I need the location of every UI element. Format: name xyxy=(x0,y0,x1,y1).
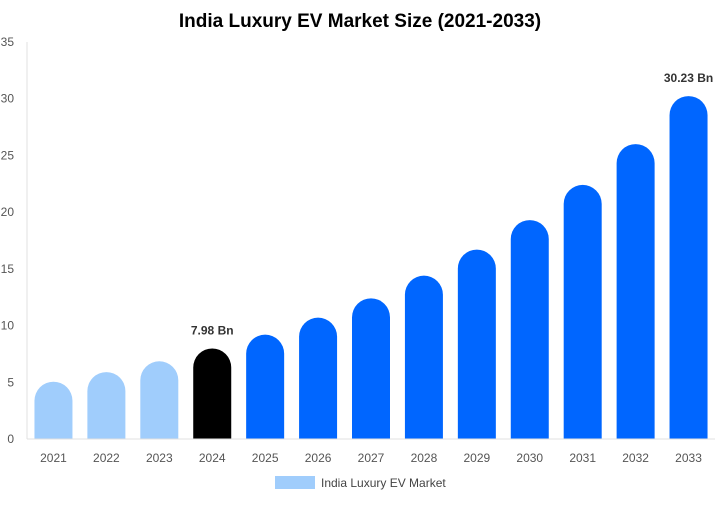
legend[interactable]: India Luxury EV Market xyxy=(275,476,446,490)
y-tick-label: 15 xyxy=(1,262,15,276)
bar-2028 xyxy=(404,275,443,439)
x-tick-label: 2028 xyxy=(411,451,438,465)
data-labels: 7.98 Bn 30.23 Bn xyxy=(191,71,713,337)
bar-2025 xyxy=(246,334,285,439)
x-tick-label: 2032 xyxy=(622,451,649,465)
y-tick-label: 30 xyxy=(1,92,15,106)
bar-2027 xyxy=(352,298,390,439)
x-tick-label: 2024 xyxy=(199,451,226,465)
y-tick-label: 10 xyxy=(1,319,15,333)
x-tick-label: 2031 xyxy=(569,451,596,465)
x-tick-label: 2025 xyxy=(252,451,279,465)
y-tick-label: 0 xyxy=(7,432,14,446)
bar-2029 xyxy=(457,249,496,439)
data-label-2033: 30.23 Bn xyxy=(664,71,713,85)
bars xyxy=(34,96,708,439)
x-axis: 2021 2022 2023 2024 2025 2026 2027 2028 2029 2030… xyxy=(27,438,715,465)
x-tick-label: 2029 xyxy=(463,451,490,465)
data-label-2024: 7.98 Bn xyxy=(191,323,234,337)
bar-2024 xyxy=(193,348,232,439)
bar-2023 xyxy=(140,361,179,439)
x-tick-label: 2022 xyxy=(93,451,120,465)
bar-2026 xyxy=(299,317,338,439)
legend-swatch xyxy=(275,476,315,489)
bar-2022 xyxy=(87,372,126,439)
bar-2033 xyxy=(669,96,708,439)
bar-2031 xyxy=(563,184,602,439)
x-tick-label: 2030 xyxy=(516,451,543,465)
x-tick-label: 2026 xyxy=(305,451,332,465)
bar-2030 xyxy=(510,220,549,439)
bar-2021 xyxy=(34,381,73,439)
x-tick-label: 2033 xyxy=(675,451,702,465)
legend-label: India Luxury EV Market xyxy=(321,476,446,490)
y-tick-label: 25 xyxy=(1,148,15,162)
bar-2032 xyxy=(616,144,655,439)
y-tick-label: 5 xyxy=(7,375,14,389)
y-axis: 0 5 10 15 20 25 30 35 xyxy=(1,35,28,446)
y-tick-label: 20 xyxy=(1,205,15,219)
y-tick-label: 35 xyxy=(1,35,15,49)
x-tick-label: 2021 xyxy=(40,451,67,465)
chart-title: India Luxury EV Market Size (2021-2033) xyxy=(179,11,541,32)
x-tick-label: 2027 xyxy=(358,451,385,465)
x-tick-label: 2023 xyxy=(146,451,173,465)
